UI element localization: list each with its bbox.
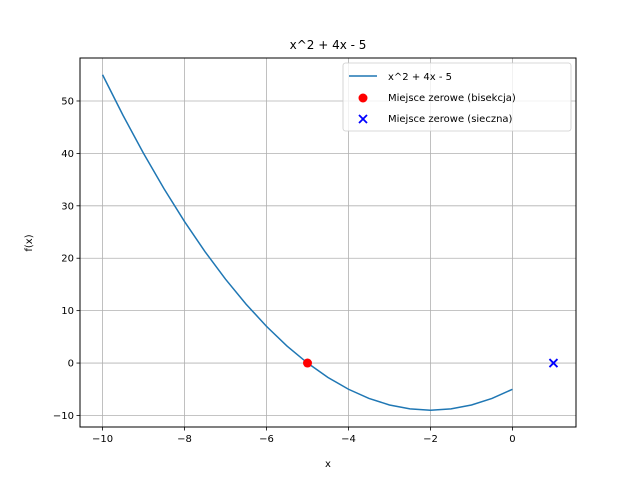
x-axis-label: x	[325, 459, 331, 470]
y-tick-label: 0	[68, 359, 74, 370]
root-point-secant	[548, 358, 559, 368]
legend-entry-label: Miejsce zerowe (bisekcja)	[388, 93, 516, 104]
grid	[80, 58, 576, 427]
x-tick-label: −10	[92, 434, 113, 445]
root-point-secant-stroke	[548, 358, 559, 368]
y-tick-label: 10	[61, 306, 74, 317]
y-tick-label: 40	[61, 149, 74, 160]
y-tick-label: 30	[61, 201, 74, 212]
axes-frame	[79, 57, 577, 428]
y-tick-label: 50	[61, 96, 74, 107]
legend-x-swatch	[358, 114, 368, 124]
root-point-bisection	[303, 358, 313, 368]
x-tick-label: −4	[341, 434, 356, 445]
legend: x^2 + 4x - 5 Miejsce zerowe (bisekcja) Mie…	[342, 62, 572, 132]
legend-x-swatch-stroke	[358, 114, 368, 124]
x-tick-label: −2	[423, 434, 438, 445]
legend-entry-label: Miejsce zerowe (sieczna)	[388, 114, 513, 125]
plot-area	[101, 74, 559, 411]
ticks: −10 −8 −6 −4 −2 0 −10 0 10 20 30 40 50	[53, 96, 516, 445]
y-axis-label: f(x)	[24, 234, 35, 251]
x-tick-label: −8	[177, 434, 192, 445]
legend-entry-label: x^2 + 4x - 5	[388, 72, 452, 83]
legend-box	[342, 62, 572, 132]
legend-circle-swatch	[358, 93, 368, 103]
x-tick-label: −6	[259, 434, 274, 445]
x-tick-label: 0	[509, 434, 515, 445]
chart-title: x^2 + 4x - 5	[290, 38, 367, 52]
y-tick-label: −10	[53, 411, 74, 422]
y-tick-label: 20	[61, 254, 74, 265]
